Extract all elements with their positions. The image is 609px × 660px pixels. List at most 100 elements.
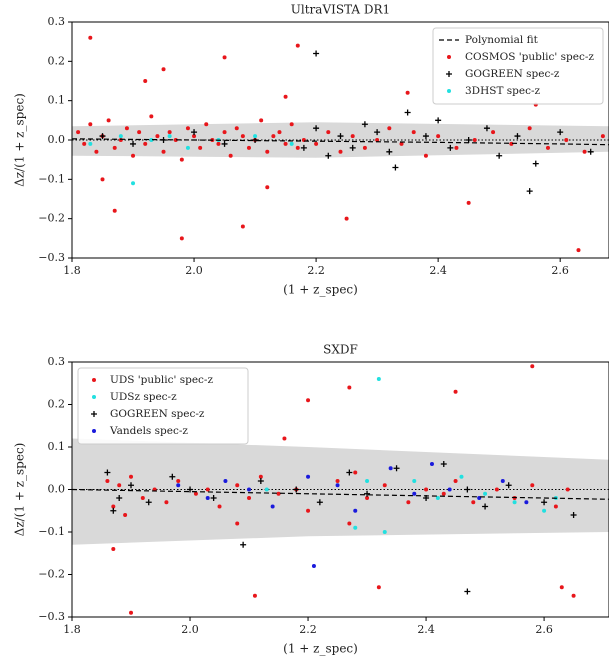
data-point xyxy=(306,398,311,403)
data-point xyxy=(411,130,416,135)
data-point xyxy=(365,496,370,500)
x-tick-label: 2.6 xyxy=(551,264,569,277)
data-point xyxy=(289,141,294,146)
data-point xyxy=(176,479,181,483)
data-point xyxy=(353,525,358,530)
data-point xyxy=(240,134,245,139)
data-point xyxy=(387,126,392,131)
legend-label: GOGREEN spec-z xyxy=(110,408,205,420)
x-tick-label: 1.8 xyxy=(63,623,81,636)
data-point xyxy=(465,137,472,143)
data-point xyxy=(282,436,287,441)
x-axis-label: (1 + z_spec) xyxy=(283,642,358,656)
data-point xyxy=(164,500,169,505)
data-point xyxy=(264,487,269,492)
data-point xyxy=(265,185,270,190)
data-point xyxy=(283,141,288,146)
data-point xyxy=(353,470,358,475)
legend-swatch xyxy=(447,55,451,59)
y-tick-label: 0.3 xyxy=(48,355,66,368)
legend: Polynomial fit COSMOS 'public' spec-z GOGR… xyxy=(432,27,604,105)
data-point xyxy=(545,145,550,150)
data-point xyxy=(198,145,203,150)
x-tick-label: 2.0 xyxy=(185,264,203,277)
data-point xyxy=(454,145,459,150)
data-point xyxy=(155,134,160,139)
data-point xyxy=(169,473,176,480)
data-point xyxy=(361,121,368,128)
data-point xyxy=(382,483,387,488)
chart-title: SXDF xyxy=(323,343,358,357)
data-point xyxy=(464,486,471,493)
data-point xyxy=(576,248,581,253)
data-point xyxy=(88,141,93,146)
data-point xyxy=(192,134,197,139)
legend-swatch xyxy=(447,89,451,93)
data-point xyxy=(247,487,252,492)
data-point xyxy=(412,491,417,496)
data-point xyxy=(524,500,529,505)
legend-label: UDS 'public' spec-z xyxy=(110,374,213,386)
data-point xyxy=(221,140,228,147)
data-point xyxy=(453,389,458,394)
data-point xyxy=(161,149,166,154)
legend: UDS 'public' spec-z UDSz spec-z GOGREEN sp… xyxy=(77,367,249,445)
data-point xyxy=(265,149,270,154)
data-point xyxy=(234,126,239,131)
data-point xyxy=(129,474,134,479)
data-point xyxy=(530,364,535,369)
data-point xyxy=(123,513,128,517)
data-point xyxy=(167,134,172,139)
x-tick-label: 2.0 xyxy=(181,623,199,636)
data-point xyxy=(600,134,605,139)
data-point xyxy=(137,130,142,135)
data-point xyxy=(223,479,228,483)
data-point xyxy=(532,160,539,167)
data-point xyxy=(106,118,111,123)
data-point xyxy=(112,145,117,150)
data-point xyxy=(167,130,172,135)
data-point xyxy=(205,496,210,500)
data-point xyxy=(191,129,198,136)
data-point xyxy=(257,478,264,484)
data-point xyxy=(306,474,311,479)
data-point xyxy=(374,129,381,136)
data-point xyxy=(314,141,319,146)
data-point xyxy=(217,504,222,509)
data-point xyxy=(99,133,106,140)
data-point xyxy=(185,145,190,150)
data-point xyxy=(289,122,294,127)
data-point xyxy=(216,141,221,146)
data-point xyxy=(270,504,275,509)
data-point xyxy=(205,487,210,492)
data-point xyxy=(204,122,209,127)
data-point xyxy=(482,503,489,510)
x-tick-label: 2.2 xyxy=(307,264,325,277)
data-point xyxy=(129,610,134,615)
data-point xyxy=(424,487,429,492)
data-point xyxy=(436,134,441,139)
data-point xyxy=(131,181,136,186)
data-point xyxy=(399,141,404,146)
data-point xyxy=(335,479,340,483)
data-point xyxy=(406,500,411,505)
data-point xyxy=(295,43,300,48)
data-point xyxy=(412,479,417,483)
data-point xyxy=(235,483,240,488)
data-point xyxy=(246,145,251,150)
data-point xyxy=(471,500,476,505)
data-point xyxy=(423,153,428,158)
scatter-band xyxy=(72,122,609,158)
data-point xyxy=(472,138,477,142)
data-point xyxy=(362,145,367,150)
data-point xyxy=(429,462,434,466)
data-point xyxy=(283,94,288,99)
x-tick-label: 2.6 xyxy=(535,623,553,636)
data-point xyxy=(349,144,356,151)
data-point xyxy=(500,479,505,483)
y-tick-label: 0.1 xyxy=(48,440,66,453)
data-point xyxy=(571,593,576,598)
legend-swatch xyxy=(92,378,96,382)
data-point xyxy=(131,153,136,158)
y-axis-label: Δz/(1 + z_spec) xyxy=(13,443,27,537)
